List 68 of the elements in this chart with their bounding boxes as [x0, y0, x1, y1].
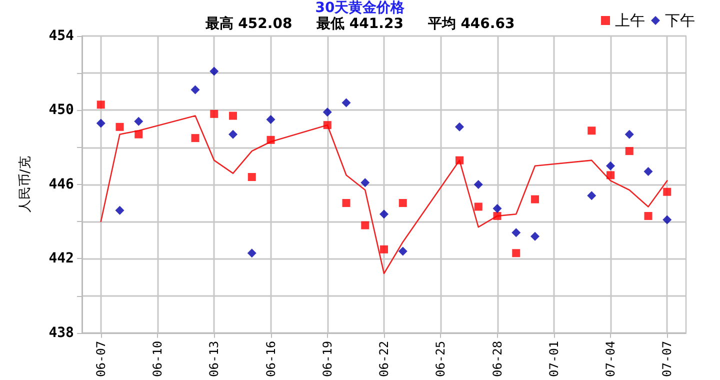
point [190, 85, 200, 94]
x-tick-label: 06-07 [94, 340, 108, 377]
point [228, 130, 238, 139]
point [531, 195, 539, 204]
x-tick-label: 06-25 [434, 340, 448, 377]
point [115, 206, 124, 215]
point [342, 198, 350, 207]
point [210, 110, 218, 118]
point [248, 173, 256, 182]
x-tick-label: 06-19 [320, 340, 334, 377]
point [323, 121, 332, 130]
point [191, 134, 200, 142]
point [587, 191, 596, 200]
point [644, 212, 652, 220]
y-axis-title: 人民币/克 [18, 156, 33, 213]
point [361, 221, 370, 230]
point [134, 116, 144, 126]
point [512, 228, 521, 238]
point [360, 178, 370, 188]
point [512, 249, 520, 258]
legend-label: 下午 [665, 12, 695, 30]
point [474, 202, 482, 211]
point [663, 188, 672, 196]
point [588, 126, 596, 135]
point [492, 204, 502, 214]
point [229, 112, 237, 120]
point [456, 156, 464, 164]
point [493, 212, 502, 220]
x-tick-label: 07-01 [546, 340, 561, 377]
point [266, 136, 275, 144]
point [624, 130, 634, 139]
legend-label: 上午 [615, 12, 645, 30]
y-tick-label: 446 [48, 176, 74, 192]
x-tick-label: 06-22 [377, 340, 391, 377]
point [474, 180, 483, 189]
point [662, 215, 672, 224]
point [210, 66, 219, 76]
point [455, 122, 464, 132]
point [380, 210, 388, 219]
point [134, 130, 143, 138]
point [606, 161, 615, 170]
line-series [100, 115, 668, 274]
point [398, 246, 408, 256]
x-tick-label: 06-13 [207, 340, 222, 377]
y-tick-label: 442 [48, 250, 74, 267]
x-tick-label: 06-16 [264, 340, 278, 377]
x-tick-label: 07-07 [660, 340, 674, 377]
chart-subtitle: 最高 452.08 最低 441.23 平均 446.63 [204, 15, 515, 32]
point [398, 198, 407, 207]
point [530, 232, 540, 241]
point [247, 248, 256, 258]
point [266, 114, 276, 124]
point [96, 100, 105, 109]
x-tick-label: 07-04 [604, 340, 618, 377]
x-tick-label: 06-10 [150, 340, 164, 377]
point [96, 118, 106, 128]
point [606, 171, 614, 180]
point [116, 122, 124, 131]
x-tick-label: 06-28 [490, 340, 504, 377]
y-tick-label: 450 [48, 102, 74, 118]
point [644, 166, 653, 176]
chart-title: 30天黄金价格 [315, 0, 406, 16]
point [342, 98, 351, 108]
point [380, 245, 388, 254]
y-tick-label: 438 [48, 324, 74, 341]
point [625, 147, 634, 156]
y-tick-label: 454 [48, 28, 74, 44]
point [322, 108, 332, 117]
